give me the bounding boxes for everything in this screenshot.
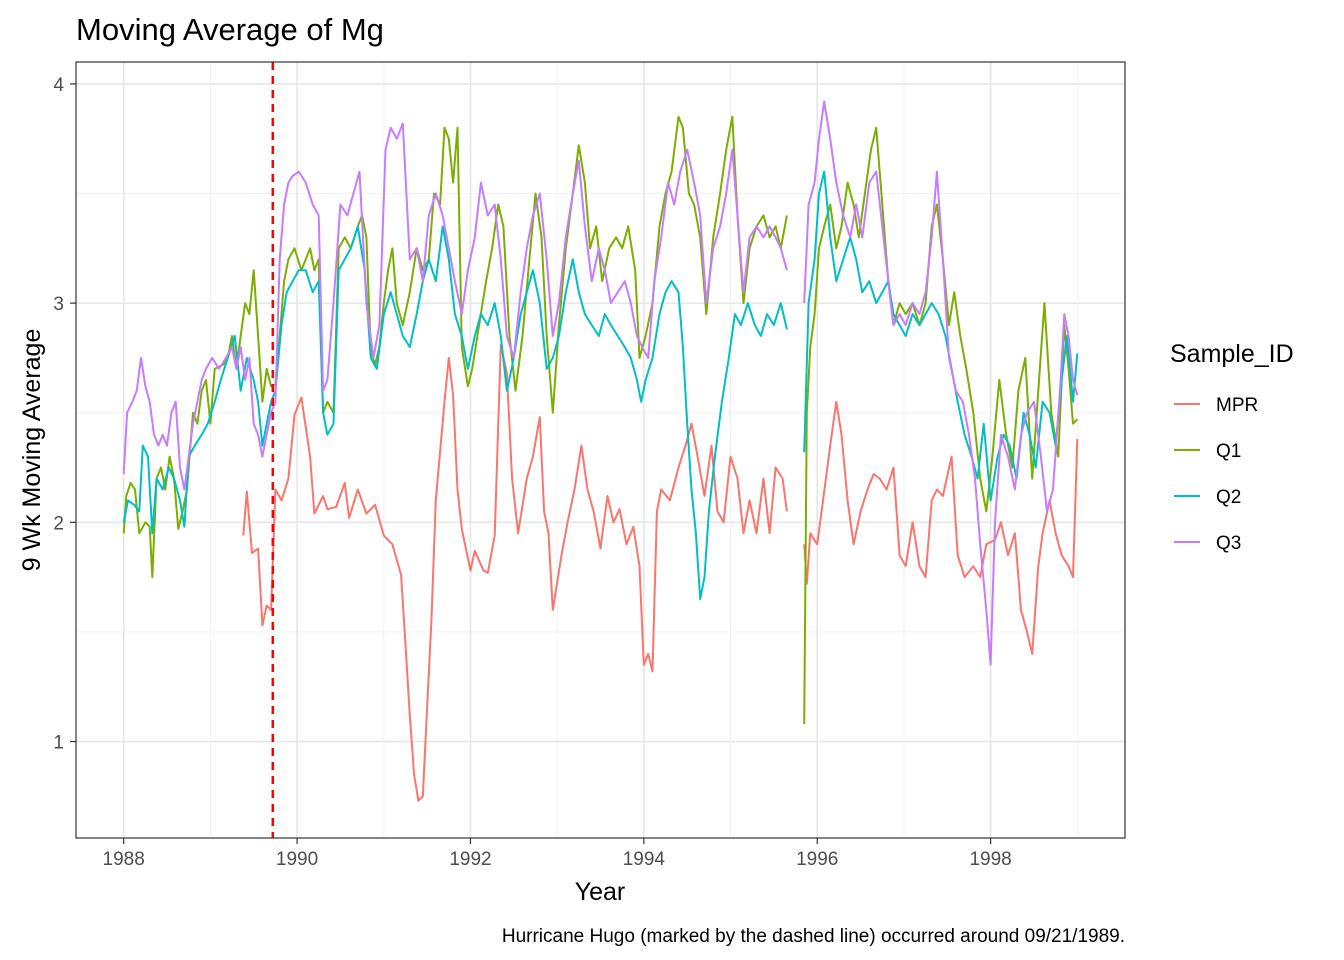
y-tick-label: 1 [53, 733, 64, 754]
plot-background [76, 62, 1125, 838]
x-axis-title: Year [575, 878, 626, 906]
x-tick-label: 1994 [623, 849, 666, 870]
x-axis: 1988 1990 1992 1994 1996 1998 [103, 838, 1012, 870]
series-lines [122, 100, 1079, 802]
plot-area [75, 61, 1126, 839]
plot-border [75, 61, 1126, 839]
legend-label-q2: Q2 [1216, 487, 1241, 508]
y-axis: 1 2 3 4 [53, 75, 76, 754]
x-tick-label: 1990 [276, 849, 318, 870]
legend-title: Sample_ID [1170, 340, 1294, 368]
series-line-q2 [122, 225, 788, 601]
legend-label-mpr: MPR [1216, 395, 1258, 416]
series-line-q1 [122, 115, 788, 579]
legend-label-q1: Q1 [1216, 441, 1241, 462]
series-line-q2 [803, 170, 1079, 502]
series-line-q3 [122, 122, 788, 491]
x-tick-label: 1998 [969, 849, 1011, 870]
x-tick-label: 1992 [449, 849, 491, 870]
y-tick-label: 4 [53, 75, 64, 96]
legend-label-q3: Q3 [1216, 533, 1241, 554]
y-tick-label: 2 [53, 513, 64, 534]
series-line-q3 [803, 100, 1079, 666]
legend: Sample_ID MPR Q1 Q2 Q3 [1170, 340, 1294, 554]
chart-caption: Hurricane Hugo (marked by the dashed lin… [502, 926, 1125, 947]
x-tick-label: 1996 [796, 849, 838, 870]
y-axis-title: 9 Wk Moving Average [18, 329, 46, 572]
series-line-mpr [242, 343, 788, 802]
chart-title: Moving Average of Mg [76, 12, 384, 47]
y-tick-label: 3 [53, 294, 64, 315]
series-line-mpr [803, 400, 1079, 655]
x-tick-label: 1988 [103, 849, 145, 870]
